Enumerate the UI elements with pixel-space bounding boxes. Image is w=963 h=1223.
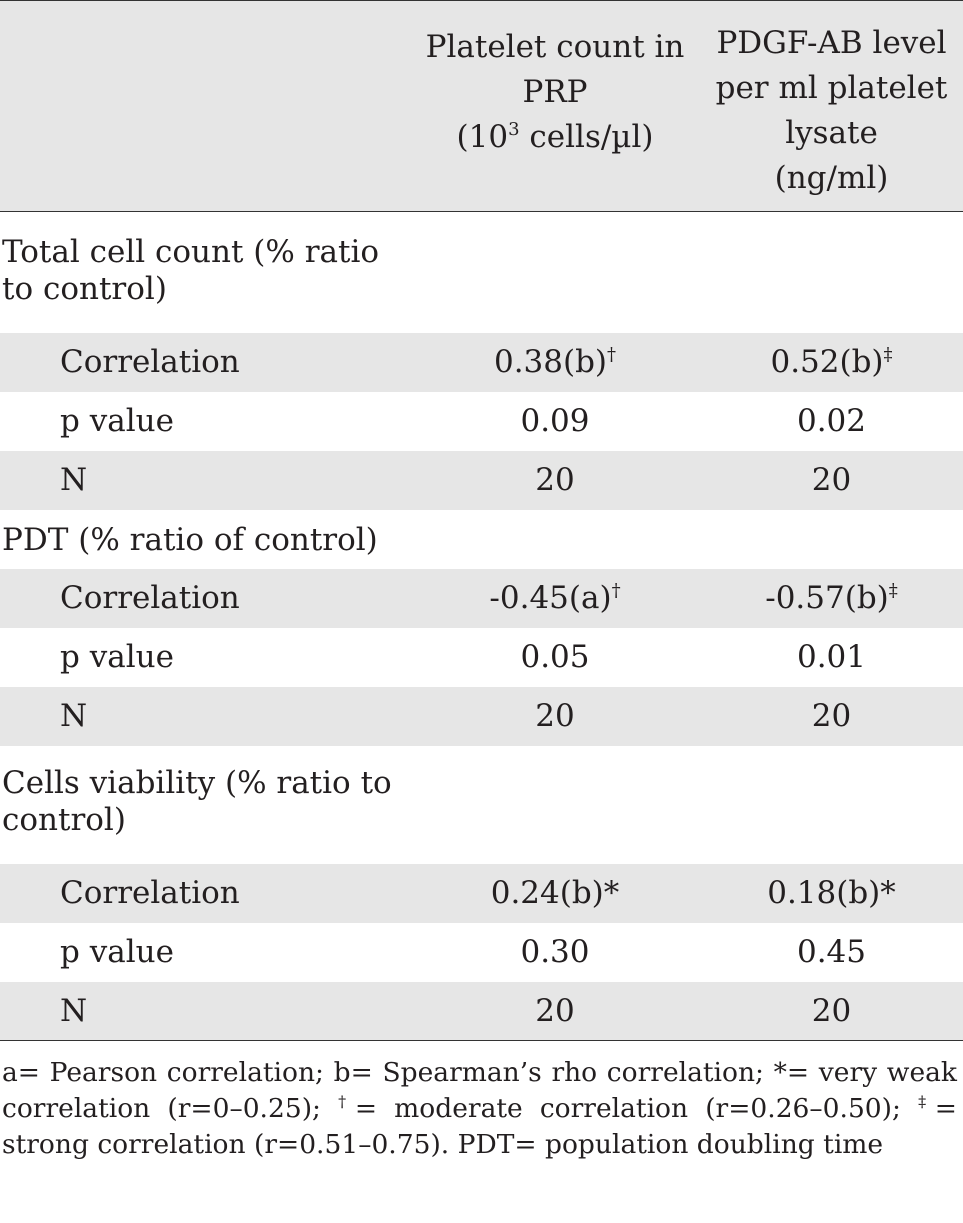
header-col2-line4: (ng/ml)	[774, 160, 889, 196]
table-row: p value 0.09 0.02	[0, 392, 963, 451]
row-label: p value	[60, 403, 174, 439]
header-col2-line3: lysate	[785, 115, 878, 151]
cell-sup: ‡	[888, 580, 898, 601]
cell-platelet: 20	[535, 993, 575, 1029]
cell-pdgf: 0.01	[796, 639, 867, 675]
cell-platelet: 0.30	[520, 934, 590, 970]
row-label: p value	[60, 639, 174, 675]
cell-platelet: 20	[535, 462, 575, 498]
footnote-part3: = strong correlation (r=0.51–0.75). PDT=…	[2, 1093, 958, 1160]
cell-value: -0.45(a)	[489, 580, 612, 616]
group-title-line1: Total cell count (% ratio	[2, 234, 380, 270]
cell-pdgf: 20	[811, 698, 852, 734]
table-row: Correlation 0.38(b)† 0.52(b)‡	[0, 333, 963, 392]
cell-value: 0.38(b)	[493, 344, 608, 380]
table-row: Correlation 0.24(b)* 0.18(b)*	[0, 864, 963, 923]
table-row: N 20 20	[0, 687, 963, 746]
header-col2-line2: per ml platelet	[715, 70, 948, 106]
group-title-line2: to control)	[2, 271, 167, 307]
group-title-pdt: PDT (% ratio of control)	[2, 522, 422, 559]
footnote-dagger: †	[338, 1092, 355, 1111]
cell-platelet: 0.09	[520, 403, 590, 439]
group-title-total-cell-count: Total cell count (% ratio to control)	[2, 234, 422, 308]
cell-value: -0.57(b)	[765, 580, 889, 616]
footnote-ddagger: ‡	[918, 1092, 935, 1111]
cell-platelet: -0.45(a)†	[410, 569, 700, 628]
table-row: p value 0.05 0.01	[0, 628, 963, 687]
cell-platelet: 0.24(b)*	[490, 875, 620, 911]
group-title-line1: Cells viability (% ratio to	[2, 765, 392, 801]
table-row: N 20 20	[0, 451, 963, 510]
header-col1-line2: PRP	[522, 74, 588, 110]
row-label: N	[60, 698, 88, 734]
cell-platelet: 0.05	[520, 639, 590, 675]
table-header: Platelet count in PRP (103 cells/µl) PDG…	[0, 0, 963, 212]
header-col1-line1: Platelet count in	[425, 29, 685, 65]
cell-pdgf: 20	[811, 462, 852, 498]
table-footnote: a= Pearson correlation; b= Spearman’s rh…	[2, 1055, 957, 1163]
header-col2-line1: PDGF-AB level	[716, 25, 947, 61]
cell-pdgf: 0.02	[796, 403, 867, 439]
row-label: p value	[60, 934, 174, 970]
cell-pdgf: 20	[811, 993, 852, 1029]
table-row: N 20 20	[0, 982, 963, 1041]
table-row: p value 0.30 0.45	[0, 923, 963, 982]
cell-pdgf: -0.57(b)‡	[700, 569, 963, 628]
cell-platelet: 20	[535, 698, 575, 734]
footnote-part2: = moderate correlation (r=0.26–0.50);	[354, 1093, 919, 1124]
header-col1-line3-post: cells/µl)	[519, 119, 654, 155]
header-pdgf-level: PDGF-AB level per ml platelet lysate (ng…	[700, 21, 963, 201]
cell-pdgf: 0.18(b)*	[767, 875, 896, 911]
table-bottom-rule	[0, 1040, 963, 1041]
group-title-cells-viability: Cells viability (% ratio to control)	[2, 765, 422, 839]
cell-pdgf: 0.52(b)‡	[700, 333, 963, 392]
header-platelet-count: Platelet count in PRP (103 cells/µl)	[410, 25, 700, 160]
cell-sup: †	[611, 580, 621, 601]
cell-sup: †	[607, 344, 617, 365]
cell-platelet: 0.38(b)†	[410, 333, 700, 392]
row-label: Correlation	[60, 580, 240, 616]
header-col1-line3: (103 cells/µl)	[410, 115, 700, 160]
footnote-part1: a= Pearson correlation; b= Spearman’s rh…	[2, 1057, 957, 1124]
cell-sup: ‡	[883, 344, 893, 365]
cell-value: 0.52(b)	[770, 344, 884, 380]
header-col1-line3-pre: (10	[456, 119, 509, 155]
group-title-line1: PDT (% ratio of control)	[2, 522, 378, 558]
row-label: Correlation	[60, 875, 240, 911]
group-title-line2: control)	[2, 802, 126, 838]
cell-pdgf: 0.45	[796, 934, 867, 970]
row-label: N	[60, 993, 88, 1029]
row-label: N	[60, 462, 88, 498]
header-col1-sup: 3	[508, 119, 520, 140]
table-row: Correlation -0.45(a)† -0.57(b)‡	[0, 569, 963, 628]
row-label: Correlation	[60, 344, 240, 380]
